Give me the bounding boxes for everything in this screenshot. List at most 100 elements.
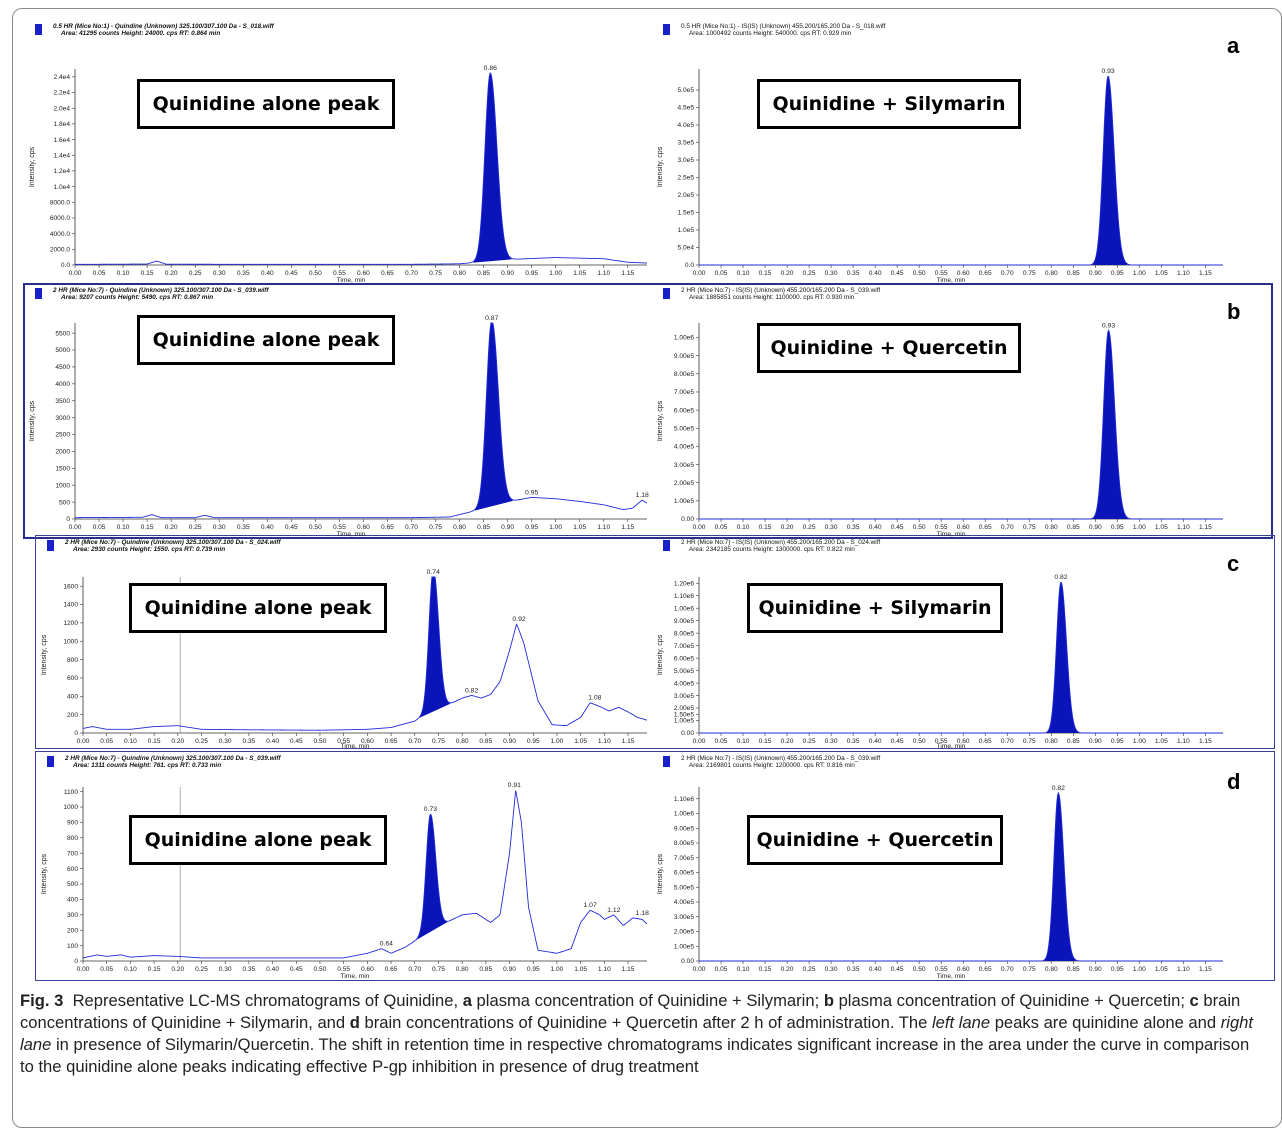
chromatogram-svg: 0.0 5.0e4 1.0e5 1.5e5 2.0e5 2.5e5 3.0e5 3.5e5 4.… (657, 68, 1223, 283)
y-tick-label: 4500 (55, 364, 70, 371)
y-tick-label: 9.00e5 (674, 825, 695, 832)
x-tick-label: 0.70 (1001, 966, 1014, 973)
x-tick-label: 0.55 (935, 270, 948, 277)
blue-square-icon (663, 540, 670, 551)
x-tick-label: 0.40 (869, 524, 882, 531)
x-tick-label: 0.55 (337, 966, 350, 973)
x-tick-label: 0.90 (501, 270, 514, 277)
x-tick-label: 0.10 (737, 270, 750, 277)
y-tick-label: 5000 (55, 347, 70, 354)
x-tick-label: 1.00 (549, 524, 562, 531)
x-tick-label: 0.15 (759, 738, 772, 745)
caption-run: d (349, 1013, 360, 1032)
x-tick-label: 0.50 (309, 270, 322, 277)
y-tick-label: 1.00e5 (674, 718, 695, 725)
blue-square-icon (663, 756, 670, 767)
chromatogram-trace (75, 72, 648, 265)
x-tick-label: 0.45 (290, 966, 303, 973)
x-tick-label: 0.25 (803, 738, 816, 745)
caption-run: in presence of Silymarin/Quercetin. The … (20, 1035, 1250, 1076)
x-tick-label: 1.05 (574, 738, 587, 745)
chromatogram-svg: 0 200 400 600 800 1000 1200 1400 1600 0.00 0.05 0.1… (41, 569, 648, 749)
x-tick-label: 1.15 (1199, 270, 1212, 277)
x-tick-label: 1.10 (598, 966, 611, 973)
x-tick-label: 0.40 (261, 270, 274, 277)
panel-header-line2: Area: 2930 counts Height: 1550. cps RT: … (73, 546, 226, 554)
x-tick-label: 0.60 (957, 738, 970, 745)
y-tick-label: 4000 (55, 381, 70, 388)
y-tick-label: 6.00e5 (674, 407, 695, 414)
x-tick-label: 1.05 (1155, 524, 1168, 531)
chromatogram-d-left: 2 HR (Mice No:7) - Quindine (Unknown) 32… (37, 753, 653, 979)
y-tick-label: 1.0e5 (677, 227, 694, 234)
peak-rt-label: 0.93 (1102, 322, 1115, 329)
x-tick-label: 0.20 (781, 966, 794, 973)
x-tick-label: 0.75 (432, 966, 445, 973)
panel-header-line2: Area: 2169801 counts Height: 1200000. cp… (689, 762, 855, 770)
y-tick-label: 200 (67, 712, 78, 719)
x-tick-label: 0.65 (979, 524, 992, 531)
x-tick-label: 0.30 (825, 524, 838, 531)
x-tick-label: 0.35 (847, 738, 860, 745)
x-tick-label: 0.10 (737, 966, 750, 973)
y-tick-label: 4.00e5 (674, 899, 695, 906)
peak-rt-label: 1.12 (607, 907, 620, 914)
caption-run: brain concentrations of Quinidine + Quer… (359, 1013, 932, 1032)
chromatogram-a-right: 0.5 HR (Mice No:1) - IS(IS) (Unknown) 45… (653, 21, 1233, 283)
x-tick-label: 0.45 (290, 738, 303, 745)
caption-run: left lane (931, 1013, 991, 1032)
x-tick-label: 0.00 (77, 738, 90, 745)
peak-area (1046, 582, 1079, 733)
x-tick-label: 0.75 (1023, 966, 1036, 973)
y-tick-label: 4.00e5 (674, 680, 695, 687)
y-tick-label: 1.10e6 (674, 593, 695, 600)
y-axis-title: Intensity, cps (657, 400, 664, 441)
y-tick-label: 700 (67, 850, 78, 857)
y-tick-label: 5.00e5 (674, 668, 695, 675)
panel-header: 2 HR (Mice No:7) - IS(IS) (Unknown) 455.… (681, 755, 880, 769)
y-axis-title: Intensity, cps (657, 634, 664, 675)
x-tick-label: 0.30 (825, 966, 838, 973)
y-tick-label: 1.10e6 (674, 796, 695, 803)
x-tick-label: 0.90 (503, 966, 516, 973)
y-tick-label: 6.00e5 (674, 870, 695, 877)
chromatogram-trace (74, 322, 648, 519)
y-tick-label: 1100 (64, 789, 79, 796)
x-tick-label: 0.95 (525, 524, 538, 531)
x-tick-label: 0.50 (314, 738, 327, 745)
x-tick-label: 0.35 (847, 270, 860, 277)
x-tick-label: 1.00 (551, 738, 564, 745)
x-tick-label: 1.00 (1133, 738, 1146, 745)
y-tick-label: 100 (67, 943, 78, 950)
y-tick-label: 3.00e5 (674, 914, 695, 921)
blue-square-icon (663, 24, 670, 35)
panel-header: 2 HR (Mice No:7) - Quindine (Unknown) 32… (53, 287, 268, 301)
x-tick-label: 0.70 (1001, 738, 1014, 745)
y-tick-label: 7.00e5 (674, 855, 695, 862)
x-tick-label: 0.55 (935, 966, 948, 973)
y-tick-label: 400 (67, 897, 78, 904)
panel-header: 2 HR (Mice No:7) - Quindine (Unknown) 32… (65, 755, 280, 769)
x-tick-label: 0.10 (117, 524, 130, 531)
x-tick-label: 0.75 (1023, 524, 1036, 531)
y-tick-label: 0.00 (681, 730, 694, 737)
peak-area (416, 814, 448, 940)
x-axis-title: Time, min (937, 743, 966, 749)
panel-header-line1: 2 HR (Mice No:7) - Quindine (Unknown) 32… (53, 287, 269, 294)
y-tick-label: 900 (67, 820, 78, 827)
x-tick-label: 1.15 (621, 524, 634, 531)
peak-rt-label: 1.07 (584, 902, 597, 909)
y-tick-label: 1.00e6 (674, 335, 695, 342)
y-tick-label: 2.00e5 (674, 480, 695, 487)
x-tick-label: 0.65 (381, 270, 394, 277)
x-tick-label: 0.95 (1111, 524, 1124, 531)
x-tick-label: 1.05 (573, 270, 586, 277)
y-tick-label: 400 (67, 693, 78, 700)
y-tick-label: 1.5e5 (677, 210, 694, 217)
x-tick-label: 0.65 (979, 738, 992, 745)
y-tick-label: 9.00e5 (674, 618, 695, 625)
caption-run: a (462, 991, 472, 1010)
y-tick-label: 0.00 (681, 958, 694, 965)
x-tick-label: 0.20 (171, 738, 184, 745)
